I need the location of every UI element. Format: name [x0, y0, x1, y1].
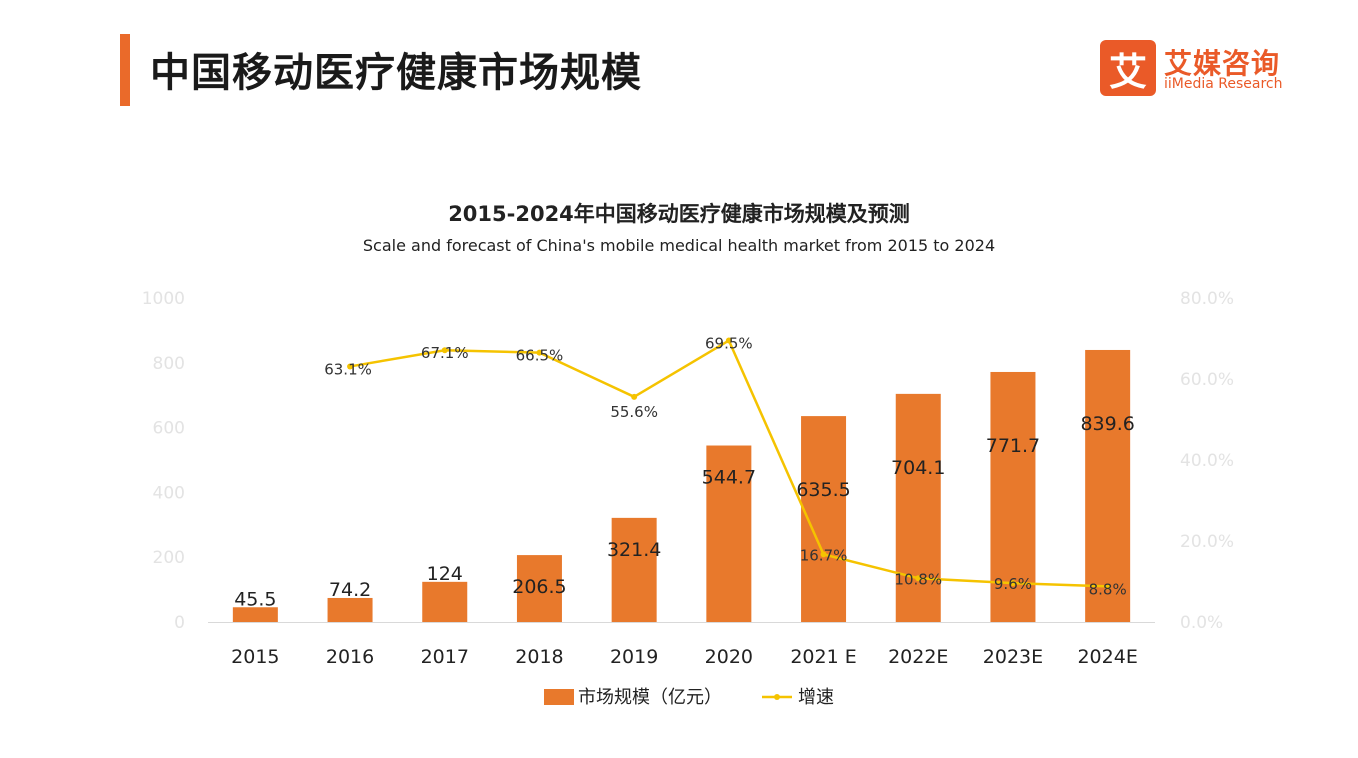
- x-tick-label: 2019: [610, 646, 658, 668]
- bar-value-label: 321.4: [607, 539, 661, 561]
- chart-title: 2015-2024年中国移动医疗健康市场规模及预测: [448, 202, 910, 226]
- legend-bar-label: 市场规模（亿元）: [578, 687, 722, 708]
- logo-name-cn: 艾媒咨询: [1164, 47, 1281, 80]
- x-tick-label: 2021 E: [790, 646, 856, 668]
- x-tick-label: 2022E: [888, 646, 948, 668]
- line-point: [347, 363, 354, 370]
- legend-bar-swatch: [544, 689, 574, 705]
- chart-subtitle: Scale and forecast of China's mobile med…: [362, 236, 996, 255]
- y-right-tick-label: 20.0%: [1180, 532, 1234, 552]
- y-left-tick-label: 0: [174, 613, 185, 633]
- title-accent-bar: [120, 34, 130, 106]
- y-left-tick-label: 600: [153, 419, 185, 439]
- bar-value-label: 45.5: [234, 588, 276, 610]
- bar: [1085, 349, 1131, 622]
- bar-value-label: 771.7: [986, 435, 1040, 457]
- x-tick-label: 2020: [705, 646, 753, 668]
- y-left-tick-label: 800: [153, 354, 185, 374]
- bar: [611, 517, 657, 622]
- x-tick-label: 2016: [326, 646, 374, 668]
- y-right-tick-label: 80.0%: [1180, 289, 1234, 309]
- bar: [516, 555, 562, 622]
- line-value-label: 16.7%: [800, 546, 848, 564]
- bar-value-label: 839.6: [1080, 413, 1134, 435]
- y-left-tick-label: 200: [153, 548, 185, 568]
- y-right-tick-label: 60.0%: [1180, 370, 1234, 390]
- bar-value-label: 635.5: [796, 479, 850, 501]
- bar-value-label: 206.5: [512, 576, 566, 598]
- x-tick-label: 2023E: [983, 646, 1043, 668]
- brand-logo: 艾 艾媒咨询 iiMedia Research: [1100, 40, 1300, 100]
- line-value-label: 69.5%: [705, 335, 753, 353]
- y-right-tick-label: 40.0%: [1180, 451, 1234, 471]
- line-point: [536, 349, 543, 356]
- bar: [895, 393, 941, 622]
- bar-value-label: 124: [427, 563, 463, 585]
- line-value-label: 66.5%: [516, 347, 564, 365]
- bar-value-label: 544.7: [702, 467, 756, 489]
- bar: [706, 445, 752, 622]
- x-tick-label: 2018: [515, 646, 563, 668]
- line-value-label: 63.1%: [324, 360, 372, 378]
- line-point: [1009, 580, 1016, 587]
- legend-line-label: 增速: [798, 687, 834, 708]
- y-left-tick-label: 1000: [142, 289, 185, 309]
- x-tick-label: 2015: [231, 646, 279, 668]
- bar: [422, 581, 468, 622]
- bar: [232, 607, 278, 622]
- bar: [327, 597, 373, 622]
- line-point: [820, 551, 827, 558]
- bar-value-label: 704.1: [891, 457, 945, 479]
- line-value-label: 67.1%: [421, 344, 469, 362]
- x-tick-label: 2017: [421, 646, 469, 668]
- legend-line-marker: [774, 694, 780, 700]
- logo-name-en: iiMedia Research: [1164, 76, 1283, 92]
- y-right-tick-label: 0.0%: [1180, 613, 1223, 633]
- line-point: [441, 347, 448, 354]
- line-value-label: 10.8%: [894, 570, 942, 588]
- line-point: [1104, 583, 1111, 590]
- line-point: [631, 393, 638, 400]
- bar-value-label: 74.2: [329, 579, 371, 601]
- y-left-tick-label: 400: [153, 483, 185, 503]
- line-value-label: 55.6%: [610, 403, 658, 421]
- logo-mark-icon: 艾: [1100, 40, 1156, 96]
- page-title: 中国移动医疗健康市场规模: [150, 50, 642, 96]
- line-point: [915, 575, 922, 582]
- line-value-label: 9.6%: [994, 575, 1032, 593]
- line-point: [725, 337, 732, 344]
- x-tick-label: 2024E: [1077, 646, 1137, 668]
- line-value-label: 8.8%: [1089, 580, 1127, 598]
